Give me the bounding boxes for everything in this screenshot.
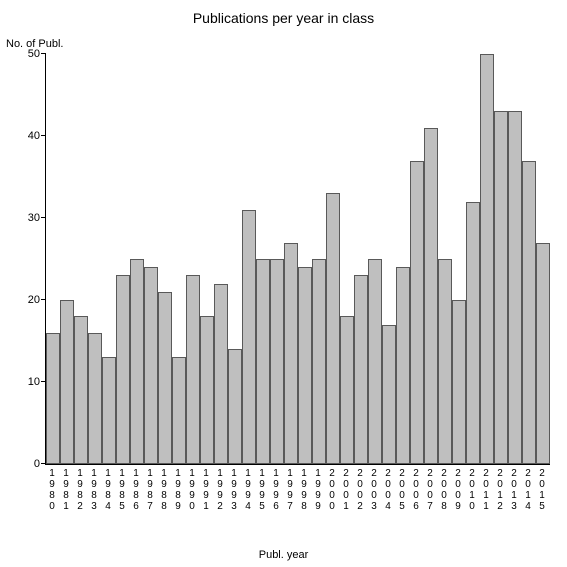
y-tick-mark xyxy=(41,299,46,300)
x-tick-label: 2011 xyxy=(479,468,493,512)
bar xyxy=(46,333,60,464)
x-tick-label: 2002 xyxy=(353,468,367,512)
x-tick-label: 2006 xyxy=(409,468,423,512)
bar xyxy=(88,333,102,464)
bar xyxy=(60,300,74,464)
x-tick-label: 1984 xyxy=(101,468,115,512)
x-tick-label: 1980 xyxy=(45,468,59,512)
bar xyxy=(452,300,466,464)
x-tick-label: 1981 xyxy=(59,468,73,512)
x-tick-label: 2007 xyxy=(423,468,437,512)
bar xyxy=(158,292,172,464)
bar xyxy=(466,202,480,464)
x-tick-label: 2014 xyxy=(521,468,535,512)
y-tick-label: 10 xyxy=(28,376,46,388)
bar xyxy=(494,111,508,464)
y-tick-label: 20 xyxy=(28,294,46,306)
bar xyxy=(480,54,494,464)
bar xyxy=(340,316,354,464)
x-tick-label: 2010 xyxy=(465,468,479,512)
y-tick-label: 30 xyxy=(28,212,46,224)
bar xyxy=(200,316,214,464)
x-tick-label: 2008 xyxy=(437,468,451,512)
bar xyxy=(172,357,186,464)
x-axis-label: Publ. year xyxy=(0,549,567,561)
x-tick-label: 1987 xyxy=(143,468,157,512)
x-tick-label: 1988 xyxy=(157,468,171,512)
x-tick-label: 2015 xyxy=(535,468,549,512)
bar xyxy=(270,259,284,464)
y-tick-mark xyxy=(41,381,46,382)
bar xyxy=(326,193,340,464)
bar xyxy=(368,259,382,464)
y-tick-mark xyxy=(41,463,46,464)
bar xyxy=(102,357,116,464)
bar xyxy=(424,128,438,464)
x-tick-label: 2003 xyxy=(367,468,381,512)
bar xyxy=(410,161,424,464)
x-tick-label: 2009 xyxy=(451,468,465,512)
x-tick-label: 1999 xyxy=(311,468,325,512)
bar xyxy=(438,259,452,464)
bar xyxy=(396,267,410,464)
bar xyxy=(256,259,270,464)
y-tick-mark xyxy=(41,217,46,218)
chart-container: Publications per year in class No. of Pu… xyxy=(0,0,567,567)
x-tick-label: 1993 xyxy=(227,468,241,512)
x-tick-label: 2000 xyxy=(325,468,339,512)
x-tick-label: 1986 xyxy=(129,468,143,512)
x-tick-label: 1997 xyxy=(283,468,297,512)
bar xyxy=(186,275,200,464)
x-tick-label: 1998 xyxy=(297,468,311,512)
x-tick-label: 2004 xyxy=(381,468,395,512)
x-tick-label: 1989 xyxy=(171,468,185,512)
x-tick-label: 1991 xyxy=(199,468,213,512)
y-tick-label: 50 xyxy=(28,48,46,60)
x-tick-label: 1995 xyxy=(255,468,269,512)
bar xyxy=(382,325,396,464)
x-tick-label: 1983 xyxy=(87,468,101,512)
y-tick-label: 40 xyxy=(28,130,46,142)
x-tick-label: 1996 xyxy=(269,468,283,512)
bar xyxy=(116,275,130,464)
bar xyxy=(508,111,522,464)
bar xyxy=(298,267,312,464)
bar-group xyxy=(46,54,550,464)
bar xyxy=(214,284,228,464)
x-tick-label: 1994 xyxy=(241,468,255,512)
bar xyxy=(284,243,298,464)
x-tick-label: 1990 xyxy=(185,468,199,512)
bar xyxy=(228,349,242,464)
x-tick-row: 1980198119821983198419851986198719881989… xyxy=(45,468,549,512)
x-tick-label: 2013 xyxy=(507,468,521,512)
y-tick-mark xyxy=(41,135,46,136)
bar xyxy=(354,275,368,464)
bar xyxy=(74,316,88,464)
x-tick-label: 1982 xyxy=(73,468,87,512)
bar xyxy=(522,161,536,464)
x-tick-label: 1985 xyxy=(115,468,129,512)
x-tick-label: 1992 xyxy=(213,468,227,512)
y-tick-mark xyxy=(41,53,46,54)
bar xyxy=(144,267,158,464)
x-tick-label: 2001 xyxy=(339,468,353,512)
bar xyxy=(536,243,550,464)
bar xyxy=(312,259,326,464)
plot-area: 01020304050 xyxy=(45,54,550,465)
x-tick-label: 2005 xyxy=(395,468,409,512)
x-tick-label: 2012 xyxy=(493,468,507,512)
bar xyxy=(242,210,256,464)
chart-title: Publications per year in class xyxy=(0,10,567,26)
bar xyxy=(130,259,144,464)
